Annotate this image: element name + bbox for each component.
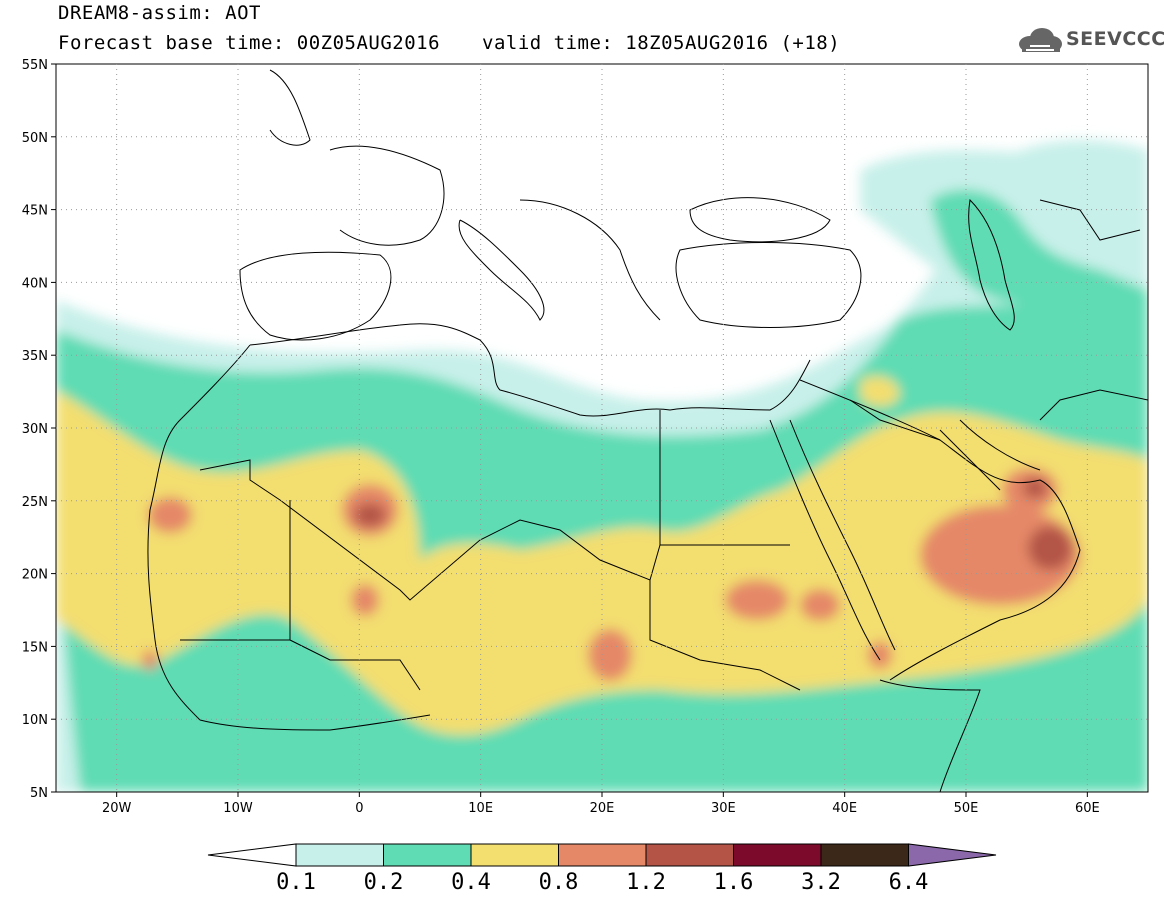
lon-label: 60E (1075, 801, 1100, 816)
lat-label: 30N (22, 422, 48, 437)
colorbar-over-triangle (908, 843, 997, 867)
seevccc-logo: SEEVCCC (1016, 26, 1165, 56)
colorbar-level-label: 1.2 (626, 870, 666, 895)
longitude-labels: 20W 10W 0 10E 20E 30E 40E 50E 60E (102, 801, 1100, 816)
map-title: DREAM8-assim: AOT (58, 2, 261, 24)
lat-label: 40N (22, 276, 48, 291)
lat-label: 20N (22, 568, 48, 583)
lon-label: 10E (468, 801, 493, 816)
lon-label: 30E (711, 801, 736, 816)
colorbar-segment (558, 843, 647, 867)
colorbar-level-label: 6.4 (888, 870, 929, 895)
lon-label: 20E (590, 801, 615, 816)
lat-label: 25N (22, 495, 48, 510)
axis-ticks (51, 63, 1088, 797)
lon-label: 10W (223, 801, 253, 816)
colorbar-segment (820, 843, 909, 867)
logo-text: SEEVCCC (1066, 28, 1165, 50)
coastlines (147, 69, 1148, 792)
forecast-base-time: Forecast base time: 00Z05AUG2016 (58, 32, 441, 54)
lat-label: 5N (30, 786, 48, 801)
lat-label: 50N (22, 131, 48, 146)
colorbar-level-label: 3.2 (801, 870, 841, 895)
aot-band-1.2 (354, 478, 1072, 570)
colorbar-segment (645, 843, 734, 867)
aot-fields (56, 64, 1148, 792)
lon-label: 40E (832, 801, 857, 816)
colorbar-level-label: 0.4 (451, 870, 491, 895)
colorbar-segment (383, 843, 472, 867)
graticule (56, 64, 1148, 792)
colorbar-level-label: 0.2 (363, 870, 404, 895)
colorbar-segment (295, 843, 384, 867)
colorbar-segment (470, 843, 559, 867)
lon-label: 20W (102, 801, 132, 816)
colorbar (207, 843, 997, 867)
colorbar-level-label: 0.1 (276, 870, 316, 895)
lon-label: 0 (355, 801, 363, 816)
colorbar-segment (733, 843, 822, 867)
lon-label: 50E (954, 801, 979, 816)
colorbar-level-label: 0.8 (538, 870, 579, 895)
latitude-labels: 55N 50N 45N 40N 35N 30N 25N 20N 15N 10N 5N (22, 58, 48, 801)
lat-label: 35N (22, 349, 48, 364)
lat-label: 45N (22, 204, 48, 219)
colorbar-under-triangle (207, 843, 297, 867)
cloud-logo-icon (1019, 28, 1062, 52)
lat-label: 15N (22, 640, 48, 655)
lat-label: 10N (22, 713, 48, 728)
lat-label: 55N (22, 58, 48, 73)
valid-time: valid time: 18Z05AUG2016 (+18) (482, 32, 841, 54)
colorbar-level-label: 1.6 (713, 870, 754, 895)
